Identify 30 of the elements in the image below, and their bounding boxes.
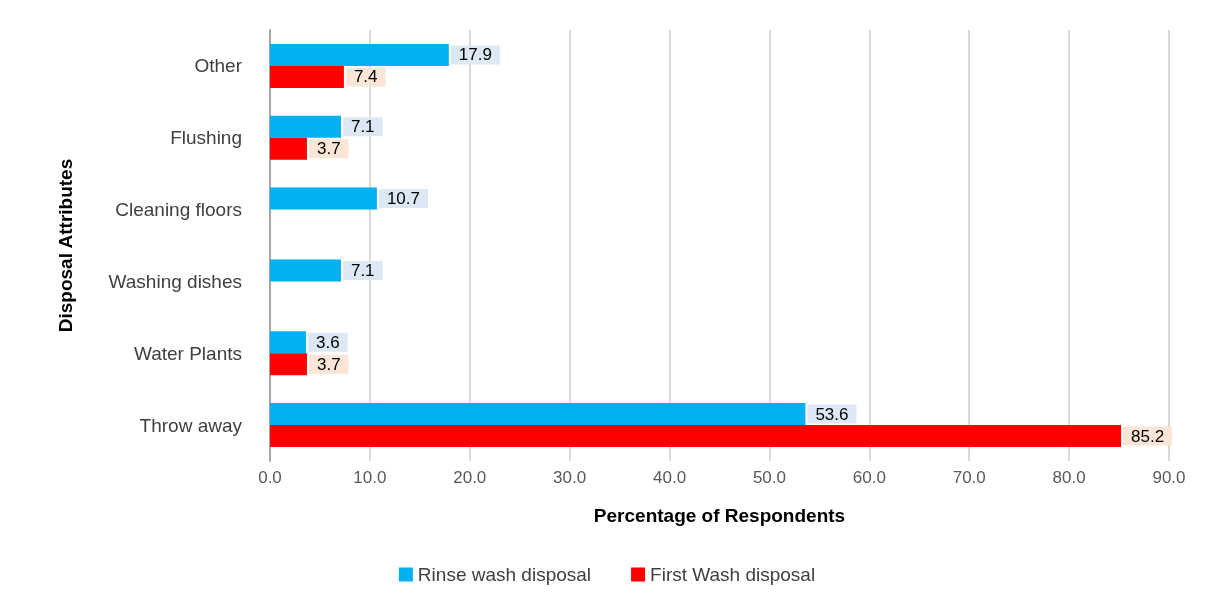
data-label: 17.9 <box>458 45 492 65</box>
x-tick-label: 80.0 <box>1052 468 1086 487</box>
data-label: 7.1 <box>350 117 375 137</box>
data-label: 3.7 <box>316 139 341 159</box>
legend-label: First Wash disposal <box>650 564 816 585</box>
data-label: 10.7 <box>386 189 420 209</box>
x-tick-label: 50.0 <box>752 468 786 487</box>
y-tick-label: Water Plants <box>133 342 242 364</box>
x-tick-label: 40.0 <box>653 468 687 487</box>
data-label: 3.6 <box>315 332 340 352</box>
y-tick-label: Throw away <box>139 414 243 436</box>
y-tick-label: Other <box>194 55 243 77</box>
x-tick-label: 10.0 <box>353 468 387 487</box>
y-tick-label: Cleaning floors <box>115 199 242 221</box>
legend-label: Rinse wash disposal <box>417 564 592 585</box>
data-label: 7.1 <box>350 260 375 280</box>
x-tick-label: 90.0 <box>1152 468 1186 487</box>
data-label: 7.4 <box>353 67 378 87</box>
data-label: 53.6 <box>815 404 849 424</box>
x-tick-label: 30.0 <box>553 468 587 487</box>
x-tick-label: 0.0 <box>258 468 282 487</box>
x-tick-label: 60.0 <box>852 468 886 487</box>
x-tick-label: 20.0 <box>453 468 487 487</box>
y-tick-label: Washing dishes <box>108 270 242 292</box>
data-label: 85.2 <box>1131 426 1165 446</box>
x-tick-label: 70.0 <box>952 468 986 487</box>
y-tick-label: Flushing <box>170 127 242 149</box>
y-axis-title: Disposal Attributes <box>55 158 76 333</box>
data-label: 3.7 <box>316 354 341 374</box>
x-axis-title: Percentage of Respondents <box>593 505 846 526</box>
